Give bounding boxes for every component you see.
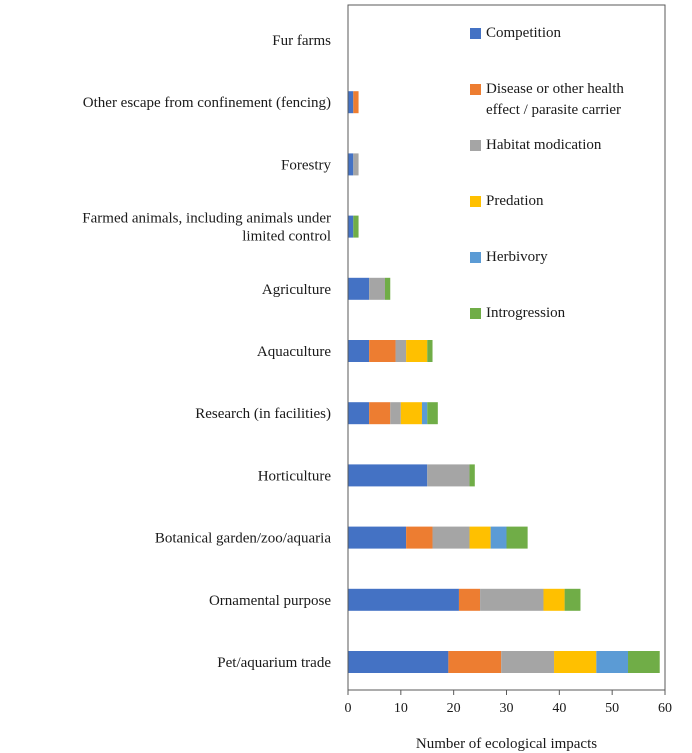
bar-segment-agriculture-habitat-modication	[369, 277, 385, 300]
legend-label-competition: Competition	[486, 25, 562, 41]
bar-segment-horticulture-habitat-modication	[427, 464, 470, 487]
bar-segment-botanical-garden-zoo-aquaria-introgression	[506, 526, 528, 549]
bar-segment-farmed-animals-including-animals-under-limited-control-introgression	[353, 215, 359, 238]
bar-segment-agriculture-competition	[348, 277, 370, 300]
bar-segment-other-escape-from-confinement-fencing-disease-or-other-health-effect-parasite-carrier	[353, 91, 359, 114]
bar-segment-research-in-facilities-disease-or-other-health-effect-parasite-carrier	[369, 402, 391, 425]
legend-label-herbivory: Herbivory	[486, 249, 548, 265]
x-tick-labels: 0 10 20 30 40 50 60	[345, 701, 673, 716]
legend-swatch-introgression	[470, 308, 481, 319]
category-label-fur-farms: Fur farms	[272, 33, 331, 49]
category-label-horticulture: Horticulture	[258, 468, 332, 484]
bar-segment-botanical-garden-zoo-aquaria-competition	[348, 526, 407, 549]
legend-label-disease-or-other-health-effect-parasite-carrier: Disease or other health effect / parasite…	[486, 81, 624, 118]
bar-segment-horticulture-competition	[348, 464, 428, 487]
legend-swatch-disease-or-other-health-effect-parasite-carrier	[470, 84, 481, 95]
bar-segment-botanical-garden-zoo-aquaria-herbivory	[490, 526, 507, 549]
legend-swatch-habitat-modication	[470, 140, 481, 151]
bar-segment-pet-aquarium-trade-herbivory	[596, 651, 629, 673]
bar-segment-pet-aquarium-trade-introgression	[628, 651, 660, 673]
bar-segment-forestry-habitat-modication	[353, 153, 359, 176]
bar-segment-forestry-competition	[348, 153, 354, 176]
category-label-pet-aquarium-trade: Pet/aquarium trade	[217, 655, 331, 671]
category-label-farmed-animals-including-animals-under-limited-control: Farmed animals, including animals under l…	[82, 211, 331, 245]
x-tick-label-10: 10	[394, 701, 408, 716]
bar-segment-aquaculture-introgression	[427, 340, 433, 362]
x-tick-label-20: 20	[447, 701, 461, 716]
legend: Competition Disease or other health effect…	[470, 25, 624, 321]
category-label-aquaculture: Aquaculture	[257, 344, 331, 360]
x-tick-label-0: 0	[345, 701, 352, 716]
legend-swatch-predation	[470, 196, 481, 207]
x-tick-label-30: 30	[500, 701, 514, 716]
axes-layer	[347, 4, 666, 695]
bar-segment-ornamental-purpose-predation	[543, 588, 565, 611]
bar-segment-botanical-garden-zoo-aquaria-habitat-modication	[432, 526, 470, 549]
legend-swatch-herbivory	[470, 252, 481, 263]
bar-segment-aquaculture-disease-or-other-health-effect-parasite-carrier	[369, 340, 396, 362]
category-label-ornamental-purpose: Ornamental purpose	[209, 593, 331, 609]
bar-segment-pet-aquarium-trade-predation	[554, 651, 597, 673]
bar-segment-research-in-facilities-competition	[348, 402, 370, 425]
bar-segment-pet-aquarium-trade-habitat-modication	[501, 651, 555, 673]
bar-segment-pet-aquarium-trade-competition	[348, 651, 449, 673]
bar-segment-ornamental-purpose-habitat-modication	[480, 588, 544, 611]
bar-segment-aquaculture-habitat-modication	[395, 340, 407, 362]
category-label-research-in-facilities: Research (in facilities)	[195, 406, 331, 422]
bar-segment-research-in-facilities-herbivory	[421, 402, 428, 425]
category-label-forestry: Forestry	[281, 157, 331, 173]
bars-layer	[348, 91, 660, 673]
bar-segment-ornamental-purpose-disease-or-other-health-effect-parasite-carrier	[458, 588, 481, 611]
category-label-other-escape-from-confinement-fencing: Other escape from confinement (fencing)	[83, 95, 331, 111]
legend-label-introgression: Introgression	[486, 305, 566, 321]
category-label-agriculture: Agriculture	[262, 282, 331, 298]
bar-segment-horticulture-introgression	[469, 464, 475, 487]
x-tick-label-40: 40	[552, 701, 566, 716]
bar-segment-botanical-garden-zoo-aquaria-predation	[469, 526, 491, 549]
category-label-botanical-garden-zoo-aquaria: Botanical garden/zoo/aquaria	[155, 531, 332, 547]
bar-segment-research-in-facilities-habitat-modication	[390, 402, 401, 425]
bar-segment-botanical-garden-zoo-aquaria-disease-or-other-health-effect-parasite-carrier	[406, 526, 433, 549]
category-labels: Fur farms Other escape from confinement (…	[82, 33, 331, 671]
bar-segment-agriculture-introgression	[384, 277, 391, 300]
bar-segment-farmed-animals-including-animals-under-limited-control-competition	[348, 215, 354, 238]
x-tick-label-60: 60	[658, 701, 672, 716]
bar-segment-aquaculture-competition	[348, 340, 370, 362]
legend-label-predation: Predation	[486, 193, 544, 209]
bar-segment-ornamental-purpose-introgression	[564, 588, 581, 611]
bar-segment-other-escape-from-confinement-fencing-competition	[348, 91, 354, 114]
legend-label-habitat-modication: Habitat modication	[486, 137, 602, 153]
bar-segment-ornamental-purpose-competition	[348, 588, 459, 611]
bar-segment-research-in-facilities-introgression	[427, 402, 438, 425]
x-axis-title: Number of ecological impacts	[416, 736, 597, 752]
bar-segment-pet-aquarium-trade-disease-or-other-health-effect-parasite-carrier	[448, 651, 502, 673]
legend-swatch-competition	[470, 28, 481, 39]
x-tick-label-50: 50	[605, 701, 619, 716]
bar-segment-research-in-facilities-predation	[400, 402, 422, 425]
bar-segment-aquaculture-predation	[406, 340, 428, 362]
